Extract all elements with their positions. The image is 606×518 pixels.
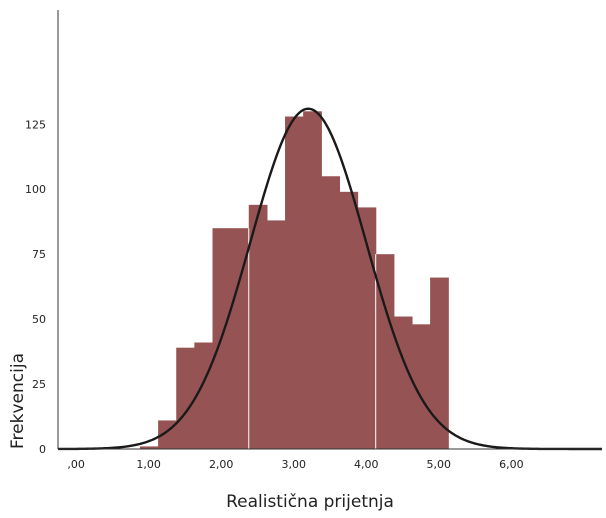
y-tick-label-2: 50 [32,313,46,326]
histogram-bar-6 [248,204,268,449]
histogram-bar-2 [176,347,195,449]
histogram-bar-16 [430,277,449,449]
x-tick-label-4: 4,00 [354,458,379,471]
x-tick-label-2: 2,00 [209,458,234,471]
x-tick-label-5: 5,00 [427,458,452,471]
normal-curve-layer [57,107,602,451]
y-tick-labels: 0 25 50 75 100 125 [25,118,46,456]
axes [57,10,602,450]
histogram-bar-9 [303,111,322,449]
histogram-bar-15 [411,324,431,449]
y-tick-label-5: 125 [25,118,46,131]
y-tick-label-3: 75 [32,248,46,261]
histogram-bar-10 [321,176,341,449]
x-axis-title: Realistična prijetnja [226,492,394,512]
x-tick-label-0: ,00 [67,458,85,471]
histogram-bar-11 [339,191,359,449]
histogram-bars [139,111,449,449]
histogram-bar-8 [285,116,304,449]
x-tick-label-6: 6,00 [499,458,524,471]
x-tick-labels: ,00 1,00 2,00 3,00 4,00 5,00 6,00 [67,458,523,471]
histogram-bar-5 [230,228,250,449]
histogram-bar-14 [393,316,413,449]
y-tick-label-4: 100 [25,183,46,196]
x-tick-label-1: 1,00 [136,458,161,471]
histogram-bar-7 [266,220,286,449]
y-tick-label-1: 25 [32,378,46,391]
histogram-bar-13 [375,254,395,449]
x-tick-label-3: 3,00 [281,458,306,471]
y-tick-label-0: 0 [39,443,46,456]
histogram-bar-12 [357,207,377,449]
y-axis-title: Frekvencija [8,353,28,449]
histogram-bar-0 [139,446,159,449]
normal-curve [57,107,602,451]
